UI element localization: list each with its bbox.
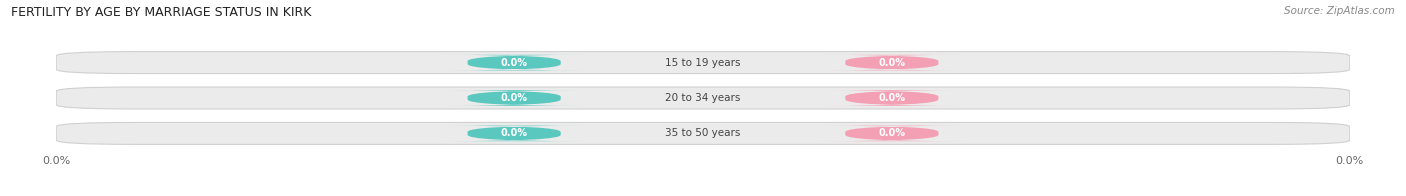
FancyBboxPatch shape [823,90,962,106]
Text: FERTILITY BY AGE BY MARRIAGE STATUS IN KIRK: FERTILITY BY AGE BY MARRIAGE STATUS IN K… [11,6,312,19]
FancyBboxPatch shape [56,52,1350,74]
Text: 0.0%: 0.0% [501,58,527,68]
Text: 0.0%: 0.0% [879,58,905,68]
Text: 0.0%: 0.0% [879,128,905,138]
Text: 15 to 19 years: 15 to 19 years [665,58,741,68]
FancyBboxPatch shape [444,126,583,141]
FancyBboxPatch shape [56,87,1350,109]
FancyBboxPatch shape [823,126,962,141]
Text: Source: ZipAtlas.com: Source: ZipAtlas.com [1284,6,1395,16]
Text: 0.0%: 0.0% [879,93,905,103]
FancyBboxPatch shape [444,55,583,70]
Text: 20 to 34 years: 20 to 34 years [665,93,741,103]
Text: 0.0%: 0.0% [501,93,527,103]
FancyBboxPatch shape [823,55,962,70]
FancyBboxPatch shape [444,90,583,106]
Text: 35 to 50 years: 35 to 50 years [665,128,741,138]
FancyBboxPatch shape [56,122,1350,144]
Text: 0.0%: 0.0% [501,128,527,138]
